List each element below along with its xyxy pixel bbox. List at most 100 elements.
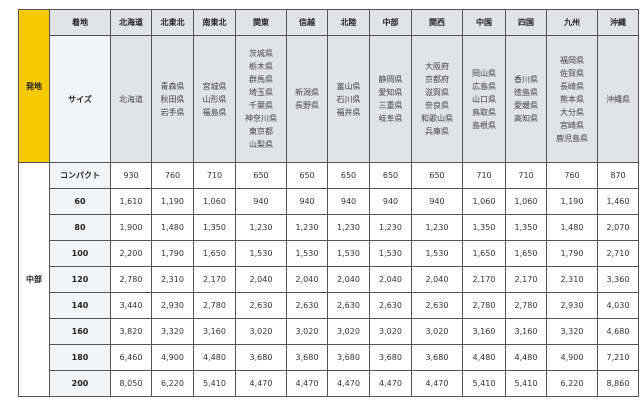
price-cell: 4,030 bbox=[597, 292, 639, 319]
region-prefectures: 福岡県 佐賀県 長崎県 熊本県 大分県 宮崎県 鹿児島県 bbox=[546, 35, 598, 163]
price-cell: 1,530 bbox=[235, 240, 287, 267]
price-cell: 1,190 bbox=[546, 188, 598, 215]
prefecture-name: 長崎県 bbox=[560, 81, 584, 91]
price-cell: 710 bbox=[505, 162, 547, 189]
price-cell: 4,680 bbox=[597, 318, 639, 345]
price-cell: 940 bbox=[286, 188, 328, 215]
price-cell: 3,680 bbox=[369, 344, 412, 371]
price-cell: 760 bbox=[546, 162, 598, 189]
price-cell: 1,480 bbox=[546, 214, 598, 241]
price-cell: 2,040 bbox=[411, 266, 463, 293]
price-cell: 3,020 bbox=[286, 318, 328, 345]
price-cell: 2,170 bbox=[505, 266, 547, 293]
price-cell: 1,790 bbox=[151, 240, 194, 267]
price-cell: 760 bbox=[151, 162, 194, 189]
table-row: 180 6,460 4,900 4,480 3,680 3,680 3,680 3,680 3,… bbox=[19, 344, 639, 371]
price-cell: 3,680 bbox=[327, 344, 370, 371]
prefecture-name: 栃木県 bbox=[249, 62, 273, 71]
price-cell: 3,020 bbox=[411, 318, 463, 345]
price-cell: 1,480 bbox=[151, 214, 194, 241]
price-cell: 4,470 bbox=[286, 370, 328, 397]
price-cell: 710 bbox=[193, 162, 236, 189]
prefecture-name: 北海道 bbox=[119, 94, 143, 104]
prefecture-name: 佐賀県 bbox=[560, 68, 584, 78]
price-cell: 1,610 bbox=[110, 188, 152, 215]
size-label: 200 bbox=[49, 370, 111, 397]
price-cell: 2,170 bbox=[462, 266, 506, 293]
prefecture-name: 山梨県 bbox=[249, 140, 273, 149]
prefecture-name: 宮崎県 bbox=[560, 120, 584, 130]
destination-header: 着地 bbox=[49, 9, 111, 36]
region-prefectures: 沖縄県 bbox=[597, 35, 639, 163]
prefecture-name: 群馬県 bbox=[249, 75, 273, 84]
origin-region: 中部 bbox=[18, 162, 50, 397]
price-cell: 6,460 bbox=[110, 344, 152, 371]
price-cell: 3,680 bbox=[411, 344, 463, 371]
table-row: 100 2,200 1,790 1,650 1,530 1,530 1,530 1,530 1,… bbox=[19, 240, 639, 267]
price-cell: 1,900 bbox=[110, 214, 152, 241]
price-cell: 1,230 bbox=[369, 214, 412, 241]
price-cell: 4,470 bbox=[327, 370, 370, 397]
size-label: 120 bbox=[49, 266, 111, 293]
region-prefectures: 富山県 石川県 福井県 bbox=[327, 35, 370, 163]
region-header: 関東 bbox=[235, 9, 287, 36]
price-cell: 8,860 bbox=[597, 370, 639, 397]
price-cell: 940 bbox=[235, 188, 287, 215]
price-cell: 4,900 bbox=[546, 344, 598, 371]
prefecture-name: 茨城県 bbox=[249, 49, 273, 58]
price-cell: 870 bbox=[597, 162, 639, 189]
price-cell: 2,930 bbox=[151, 292, 194, 319]
price-cell: 1,650 bbox=[505, 240, 547, 267]
price-cell: 2,040 bbox=[327, 266, 370, 293]
prefecture-name: 石川県 bbox=[336, 94, 361, 104]
price-cell: 4,470 bbox=[369, 370, 412, 397]
prefecture-name: 愛媛県 bbox=[514, 101, 538, 110]
prefecture-name: 愛知県 bbox=[378, 88, 403, 97]
region-prefectures: 岡山県 広島県 山口県 鳥取県 島根県 bbox=[462, 35, 506, 163]
price-cell: 6,220 bbox=[151, 370, 194, 397]
price-cell: 1,530 bbox=[286, 240, 328, 267]
price-cell: 2,200 bbox=[110, 240, 152, 267]
price-cell: 3,680 bbox=[235, 344, 287, 371]
prefecture-row: サイズ 北海道 青森県 秋田県 岩手県 宮城県 山形県 福島県 茨城県 栃木県 群馬県 埼玉県 千葉県… bbox=[19, 35, 639, 163]
prefecture-name: 兵庫県 bbox=[425, 127, 449, 136]
price-cell: 2,630 bbox=[369, 292, 412, 319]
region-header: 信越 bbox=[286, 9, 328, 36]
size-label: 60 bbox=[49, 188, 111, 215]
price-cell: 5,410 bbox=[505, 370, 547, 397]
prefecture-name: 三重県 bbox=[378, 101, 403, 110]
shipping-rate-table: 発地 着地 北海道 北東北 南東北 関東 信越 北陸 中部 関西 中国 四国 九州 沖縄 サイズ 北海… bbox=[18, 9, 639, 397]
price-cell: 4,470 bbox=[235, 370, 287, 397]
price-cell: 7,210 bbox=[597, 344, 639, 371]
price-cell: 650 bbox=[235, 162, 287, 189]
size-label: 100 bbox=[49, 240, 111, 267]
price-cell: 1,230 bbox=[411, 214, 463, 241]
prefecture-name: 静岡県 bbox=[378, 75, 403, 84]
price-cell: 2,780 bbox=[505, 292, 547, 319]
prefecture-name: 岐阜県 bbox=[378, 114, 403, 123]
price-cell: 3,820 bbox=[110, 318, 152, 345]
prefecture-name: 鹿児島県 bbox=[556, 133, 588, 143]
region-header: 中部 bbox=[369, 9, 412, 36]
region-prefectures: 茨城県 栃木県 群馬県 埼玉県 千葉県 神奈川県 東京都 山梨県 bbox=[235, 35, 287, 163]
price-cell: 1,460 bbox=[597, 188, 639, 215]
prefecture-name: 和歌山県 bbox=[421, 114, 453, 123]
price-cell: 4,480 bbox=[505, 344, 547, 371]
price-cell: 3,320 bbox=[546, 318, 598, 345]
price-cell: 2,710 bbox=[597, 240, 639, 267]
prefecture-name: 広島県 bbox=[472, 81, 496, 91]
price-cell: 1,530 bbox=[369, 240, 412, 267]
price-cell: 4,470 bbox=[411, 370, 463, 397]
price-cell: 3,360 bbox=[597, 266, 639, 293]
price-cell: 4,900 bbox=[151, 344, 194, 371]
region-header: 南東北 bbox=[193, 9, 236, 36]
table-row: 中部 コンパクト 930 760 710 650 650 650 650 650 710 710 760… bbox=[18, 162, 639, 397]
price-cell: 3,160 bbox=[462, 318, 506, 345]
price-cell: 1,650 bbox=[193, 240, 236, 267]
price-cell: 5,410 bbox=[193, 370, 236, 397]
price-cell: 2,780 bbox=[110, 266, 152, 293]
prefecture-name: 長野県 bbox=[295, 101, 319, 110]
price-cell: 3,020 bbox=[369, 318, 412, 345]
price-cell: 2,040 bbox=[286, 266, 328, 293]
prefecture-name: 福島県 bbox=[202, 107, 227, 117]
